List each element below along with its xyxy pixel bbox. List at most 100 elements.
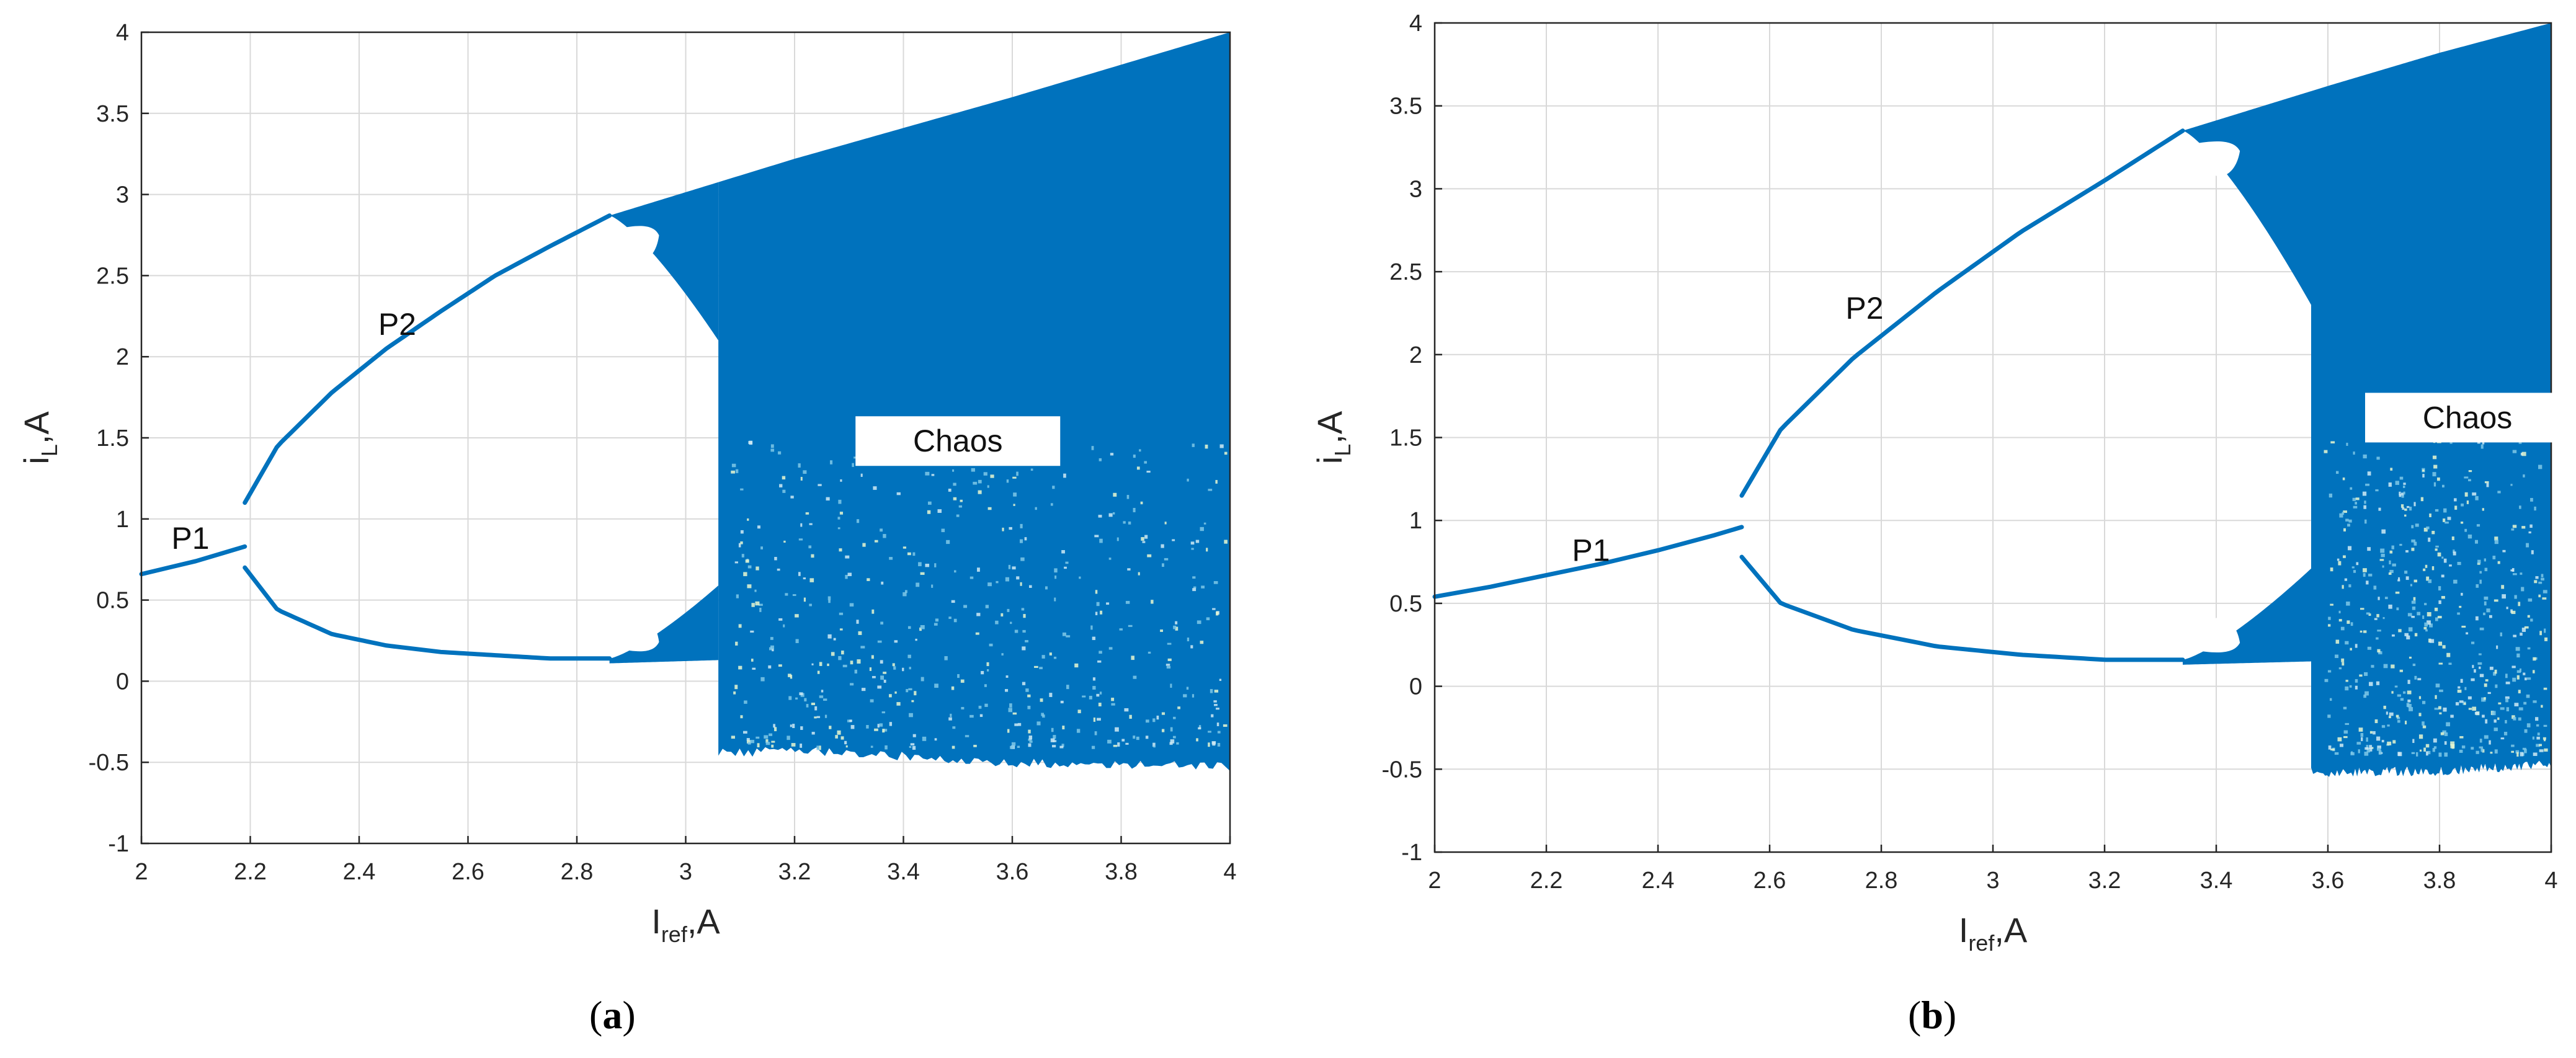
speckle xyxy=(831,652,835,656)
speckle xyxy=(912,552,916,556)
annotation-chaos: Chaos xyxy=(913,424,1003,458)
speckle xyxy=(2413,579,2417,583)
speckle xyxy=(2399,476,2404,480)
speckle xyxy=(2471,747,2474,750)
speckle xyxy=(2481,697,2485,702)
speckle xyxy=(2450,741,2455,746)
series-p1 xyxy=(1432,525,1744,599)
speckle xyxy=(1023,614,1026,618)
speckle xyxy=(2440,732,2445,736)
speckle xyxy=(2482,508,2484,511)
speckle xyxy=(956,514,960,517)
speckle xyxy=(2384,597,2388,600)
speckle xyxy=(2391,545,2394,549)
speckle xyxy=(1092,636,1096,641)
speckle xyxy=(1021,608,1025,611)
speckle xyxy=(849,719,852,722)
speckle xyxy=(2459,749,2463,753)
speckle xyxy=(817,670,820,674)
speckle xyxy=(1177,706,1180,709)
speckle xyxy=(2345,686,2349,691)
speckle xyxy=(2477,441,2480,444)
speckle xyxy=(1061,550,1065,554)
speckle xyxy=(867,578,870,581)
speckle xyxy=(911,700,914,703)
speckle xyxy=(2350,622,2353,626)
speckle xyxy=(2494,669,2497,674)
speckle xyxy=(2392,740,2396,744)
speckle xyxy=(1097,660,1102,663)
speckle xyxy=(1094,535,1099,538)
speckle xyxy=(2485,679,2489,682)
speckle xyxy=(2449,564,2452,567)
speckle xyxy=(2391,634,2395,637)
speckle xyxy=(2399,494,2402,497)
speckle xyxy=(2355,685,2358,690)
speckle xyxy=(816,745,819,750)
speckle xyxy=(2471,641,2475,644)
speckle xyxy=(893,666,896,670)
speckle xyxy=(1052,745,1056,748)
speckle xyxy=(2484,558,2487,562)
speckle xyxy=(2367,646,2372,650)
speckle xyxy=(2442,645,2446,649)
speckle xyxy=(2387,724,2390,727)
speckle xyxy=(744,700,747,704)
speckle xyxy=(1010,621,1012,625)
speckle xyxy=(934,563,937,567)
speckle xyxy=(2329,698,2332,701)
speckle xyxy=(2457,690,2462,693)
speckle xyxy=(1201,585,1205,589)
speckle xyxy=(2435,617,2438,621)
speckle xyxy=(948,488,952,492)
speckle xyxy=(2514,595,2517,599)
speckle xyxy=(1025,688,1029,692)
speckle xyxy=(2432,455,2437,460)
x-tick-label: 3.4 xyxy=(887,859,920,885)
speckle xyxy=(1170,727,1173,732)
speckle xyxy=(1161,563,1164,567)
speckle xyxy=(1054,568,1058,573)
speckle xyxy=(871,655,874,659)
speckle xyxy=(2543,724,2547,727)
speckle xyxy=(839,512,844,515)
speckle xyxy=(2479,579,2482,584)
speckle xyxy=(1206,548,1208,552)
speckle xyxy=(2503,731,2508,736)
speckle xyxy=(2518,690,2521,694)
speckle xyxy=(2434,708,2439,710)
speckle xyxy=(1049,693,1053,697)
speckle xyxy=(1013,504,1015,506)
speckle xyxy=(2535,717,2539,721)
speckle xyxy=(2468,470,2472,473)
speckle xyxy=(1175,626,1179,631)
speckle xyxy=(906,689,909,693)
speckle xyxy=(2363,694,2366,698)
speckle xyxy=(1113,492,1117,497)
speckle xyxy=(1012,476,1017,479)
speckle xyxy=(828,599,831,603)
speckle xyxy=(1099,691,1102,695)
speckle xyxy=(857,659,861,664)
speckle xyxy=(759,603,763,606)
series-p1 xyxy=(139,544,247,577)
speckle xyxy=(2364,500,2366,504)
speckle xyxy=(1169,742,1173,745)
speckle xyxy=(1095,611,1098,616)
speckle xyxy=(1004,689,1009,692)
speckle xyxy=(2476,524,2480,527)
speckle xyxy=(2364,672,2368,676)
speckle xyxy=(2425,744,2430,748)
speckle xyxy=(1125,742,1129,745)
speckle xyxy=(2378,507,2381,511)
speckle xyxy=(2406,635,2410,639)
speckle xyxy=(1153,745,1156,748)
speckle xyxy=(2403,691,2406,694)
x-axis-label: Iref,A xyxy=(1959,910,2028,956)
speckle xyxy=(953,497,957,500)
speckle xyxy=(1145,736,1149,739)
chaos-region xyxy=(609,32,1230,771)
speckle xyxy=(2506,607,2508,610)
speckle xyxy=(2376,614,2379,618)
speckle xyxy=(2342,585,2344,589)
